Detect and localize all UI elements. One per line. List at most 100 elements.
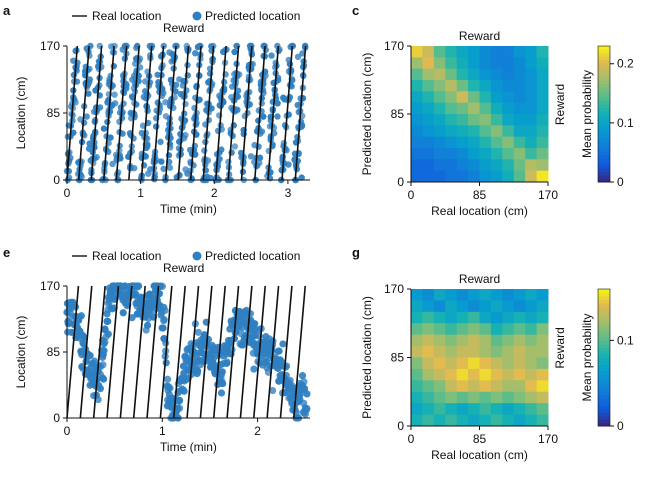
predicted-point bbox=[83, 113, 90, 120]
heatmap-cell bbox=[513, 334, 526, 347]
colorbar-step bbox=[598, 295, 610, 300]
x-tick-label: 1 bbox=[159, 424, 166, 438]
heatmap-cell bbox=[513, 68, 526, 81]
heatmap-cell bbox=[490, 148, 503, 160]
reward-annotation: Reward bbox=[459, 272, 500, 286]
colorbar-step bbox=[598, 52, 610, 57]
heatmap-cell bbox=[513, 136, 526, 149]
predicted-point bbox=[298, 372, 307, 380]
heatmap-cell bbox=[422, 170, 435, 183]
heatmap-cell bbox=[513, 159, 526, 172]
heatmap-cell bbox=[422, 403, 435, 416]
heatmap-cell bbox=[536, 114, 549, 126]
heatmap-cell bbox=[445, 414, 458, 427]
predicted-point bbox=[175, 404, 184, 412]
predicted-point bbox=[104, 317, 112, 325]
predicted-point bbox=[299, 50, 306, 57]
heatmap-cell bbox=[479, 368, 492, 381]
heatmap-cell bbox=[445, 80, 458, 92]
panel-letter-a: a bbox=[3, 3, 11, 18]
predicted-point bbox=[201, 147, 208, 154]
legend-real-location: Real location bbox=[92, 249, 161, 263]
heatmap-cell bbox=[513, 368, 526, 381]
heatmap-cell bbox=[502, 125, 515, 138]
heatmap-cells bbox=[411, 46, 549, 183]
predicted-point bbox=[219, 379, 227, 388]
real-location-lap bbox=[103, 45, 115, 181]
heatmap-cell bbox=[490, 91, 503, 104]
heatmap-cell bbox=[479, 80, 492, 92]
heatmap-cell bbox=[536, 102, 549, 115]
y-tick-label: 0 bbox=[397, 175, 404, 189]
heatmap-cell bbox=[422, 368, 435, 381]
heatmap-cell bbox=[513, 102, 526, 115]
heatmap-cell bbox=[433, 311, 446, 324]
colorbar-step bbox=[598, 117, 610, 122]
predicted-point bbox=[166, 164, 174, 171]
heatmap-cell bbox=[422, 357, 435, 370]
real-location-lap bbox=[140, 45, 153, 181]
heatmap-cell bbox=[525, 159, 538, 172]
heatmap-cell bbox=[490, 346, 503, 358]
y-axis-label: Location (cm) bbox=[14, 316, 28, 389]
heatmap-cell bbox=[479, 414, 492, 427]
predicted-point bbox=[303, 390, 311, 398]
predicted-point bbox=[256, 154, 264, 161]
real-location-lines bbox=[66, 45, 307, 181]
heatmap-cell bbox=[468, 125, 480, 138]
predicted-point bbox=[225, 158, 232, 166]
heatmap-cell bbox=[502, 403, 515, 416]
heatmap-cell bbox=[502, 46, 515, 58]
predicted-point bbox=[153, 123, 160, 130]
heatmap-cell bbox=[433, 346, 446, 358]
real-location-lap bbox=[281, 45, 294, 181]
colorbar-step bbox=[598, 148, 610, 152]
predicted-point bbox=[275, 347, 283, 355]
heatmap-cell bbox=[536, 289, 549, 301]
heatmap-cell bbox=[479, 102, 492, 115]
heatmap-cell bbox=[433, 414, 446, 427]
heatmap-cell bbox=[456, 391, 469, 404]
heatmap-cell bbox=[479, 91, 492, 104]
predicted-point bbox=[286, 60, 294, 68]
heatmap-cell bbox=[445, 91, 458, 104]
heatmap-cell bbox=[433, 323, 446, 336]
heatmap-cell bbox=[502, 368, 515, 381]
colorbar-step bbox=[598, 171, 610, 176]
heatmap-cell bbox=[445, 289, 458, 301]
heatmap-cell bbox=[456, 368, 469, 381]
heatmap-cell bbox=[456, 289, 469, 301]
real-location-lap bbox=[266, 285, 280, 419]
heatmap-cell bbox=[502, 300, 515, 313]
colorbar-step bbox=[598, 347, 610, 352]
heatmap-cell bbox=[433, 300, 446, 313]
heatmap-cell bbox=[468, 380, 480, 393]
heatmap-cell bbox=[445, 334, 458, 347]
heatmap-cell bbox=[525, 368, 538, 381]
real-location-lap bbox=[177, 45, 190, 181]
predicted-point bbox=[146, 291, 154, 299]
heatmap-cell bbox=[525, 300, 538, 313]
colorbar-step bbox=[598, 306, 610, 311]
heatmap-cell bbox=[411, 346, 423, 358]
predicted-point bbox=[99, 375, 108, 383]
predicted-point bbox=[264, 172, 271, 180]
predicted-point bbox=[143, 321, 152, 329]
predicted-point bbox=[133, 44, 140, 52]
heatmap-cell bbox=[422, 380, 435, 393]
heatmap-cell bbox=[490, 311, 503, 324]
heatmap-cell bbox=[513, 391, 526, 404]
heatmap-cell bbox=[479, 46, 492, 58]
heatmap-cell bbox=[422, 148, 435, 160]
heatmap-cell bbox=[490, 125, 503, 138]
heatmap-cell bbox=[513, 289, 526, 301]
predicted-point bbox=[180, 387, 188, 395]
heatmap-cell bbox=[433, 403, 446, 416]
colorbar-step bbox=[598, 336, 610, 341]
colorbar-step bbox=[598, 73, 610, 78]
y-axis-label: Location (cm) bbox=[14, 77, 28, 150]
heatmap-cell bbox=[456, 80, 469, 92]
colorbar-label: Mean probability bbox=[580, 313, 594, 401]
heatmap-cell bbox=[536, 159, 549, 172]
